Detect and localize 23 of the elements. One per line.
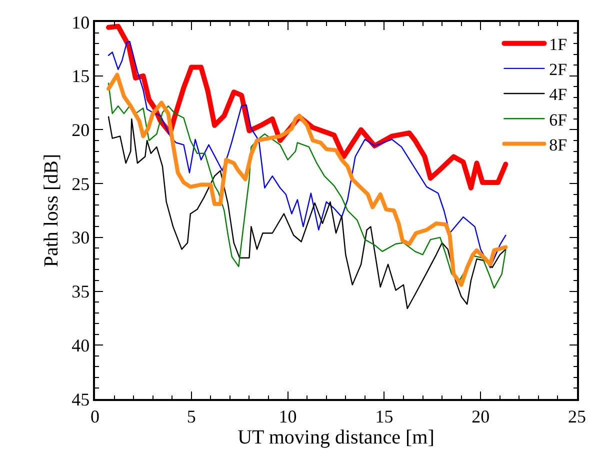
legend-label: 8F [549, 135, 568, 154]
legend-label: 2F [549, 60, 568, 80]
y-tick-label: 30 [72, 228, 90, 248]
y-tick-label: 35 [72, 282, 90, 302]
y-axis-title: Path loss [dB] [40, 154, 63, 268]
x-axis-title: UT moving distance [m] [238, 426, 434, 448]
y-tick-label: 45 [72, 389, 90, 410]
legend-label: 6F [549, 110, 568, 130]
y-tick-label: 10 [72, 12, 90, 32]
line-series [108, 116, 506, 310]
line-series [108, 40, 506, 268]
y-tick-label: 15 [72, 66, 90, 86]
x-tick-label: 25 [568, 406, 586, 426]
x-tick-label: 15 [375, 406, 394, 426]
legend-label: 1F [549, 34, 568, 54]
y-tick-label: 25 [72, 174, 90, 194]
x-tick-label: 0 [90, 406, 100, 426]
legend-label: 4F [549, 85, 568, 104]
x-tick-label: 10 [278, 406, 297, 426]
y-tick-label: 20 [72, 120, 90, 140]
y-tick-label: 40 [72, 335, 90, 356]
x-tick-label: 20 [472, 406, 490, 426]
x-tick-label: 5 [186, 406, 196, 426]
